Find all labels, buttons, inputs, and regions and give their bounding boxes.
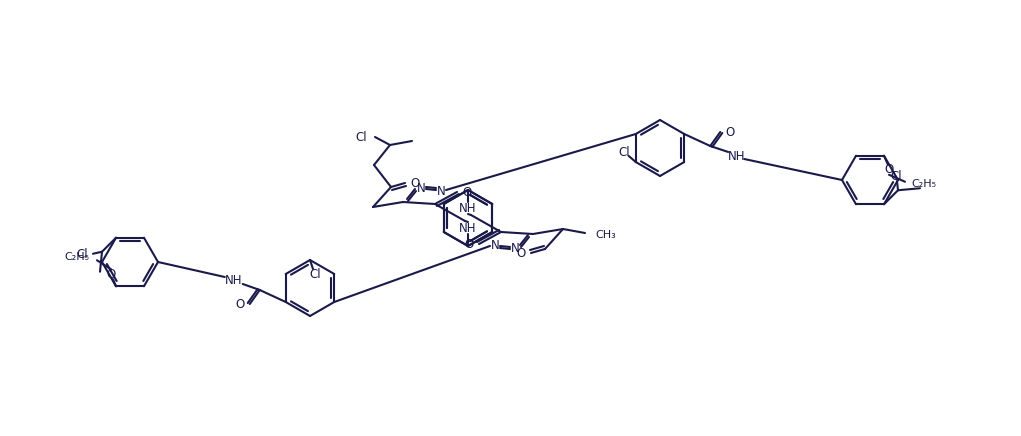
Text: N: N	[491, 238, 499, 252]
Text: Cl: Cl	[309, 268, 321, 280]
Text: O: O	[517, 246, 526, 259]
Text: O: O	[461, 185, 472, 198]
Text: N: N	[510, 242, 520, 255]
Text: Cl: Cl	[77, 248, 88, 261]
Text: O: O	[410, 177, 420, 190]
Text: O: O	[884, 163, 893, 176]
Text: N: N	[417, 181, 426, 194]
Text: O: O	[236, 297, 245, 310]
Text: NH: NH	[728, 150, 745, 163]
Text: NH: NH	[225, 273, 243, 286]
Text: Cl: Cl	[355, 130, 367, 143]
Text: NH: NH	[459, 221, 477, 235]
Text: CH₃: CH₃	[595, 230, 616, 240]
Text: O: O	[465, 238, 474, 251]
Text: Cl: Cl	[890, 170, 902, 183]
Text: O: O	[725, 126, 734, 139]
Text: NH: NH	[459, 201, 477, 215]
Text: O: O	[106, 268, 115, 281]
Text: Cl: Cl	[618, 146, 630, 159]
Text: C₂H₅: C₂H₅	[64, 252, 89, 262]
Text: N: N	[437, 184, 445, 198]
Text: C₂H₅: C₂H₅	[911, 179, 936, 189]
